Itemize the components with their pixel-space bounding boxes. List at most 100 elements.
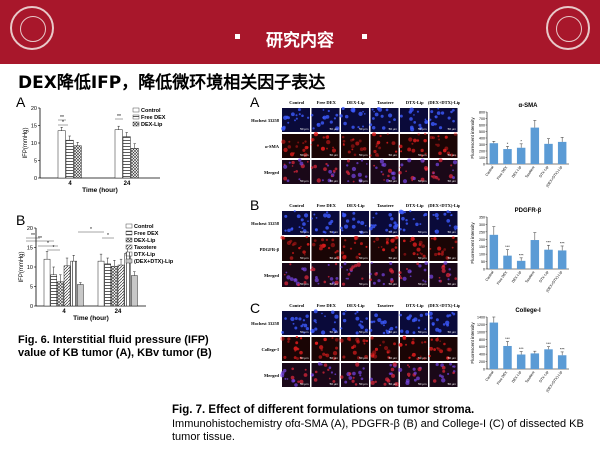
micrograph-signal [437, 347, 441, 351]
micrograph-signal [371, 224, 376, 229]
micrograph-signal [423, 340, 427, 344]
micrograph-signal [351, 379, 355, 383]
micrograph-signal [291, 243, 295, 247]
micrograph-signal [435, 143, 438, 146]
micrograph-signal [300, 245, 302, 248]
micrograph-signal [359, 147, 364, 152]
micrograph-signal [375, 212, 378, 215]
micrograph-signal [402, 239, 406, 243]
micrograph-signal [377, 317, 382, 323]
y-tick-label: 500 [479, 130, 485, 134]
fig6-chart-a: 0 5 10 15 20 IFP(mmHg) Time (hour) 4 24 ControlFr… [23, 106, 166, 194]
row-label: Merged [264, 170, 279, 175]
micrograph-signal [429, 274, 434, 279]
micrograph-signal [313, 239, 317, 242]
scale-bar-label: 50 μm [359, 282, 368, 286]
micrograph-signal [343, 121, 347, 126]
micrograph-signal [421, 341, 424, 344]
fig7-panel-a-letter: A [250, 94, 260, 110]
header-title: 研究内容 [266, 31, 334, 51]
bar [117, 264, 125, 307]
micrograph-signal [356, 355, 361, 360]
micrograph-signal [372, 216, 375, 219]
micrograph-signal [435, 318, 439, 322]
bar [503, 345, 512, 369]
micrograph-signal [387, 113, 393, 118]
scale-bar-label: 50 μm [418, 153, 427, 157]
micrograph-signal [383, 382, 387, 386]
bar [122, 136, 131, 179]
micrograph-signal [444, 135, 448, 139]
micrograph-signal [382, 282, 386, 286]
micrograph-signal [300, 324, 304, 328]
micrograph-signal [419, 355, 422, 358]
row-label: α-SMA [265, 144, 280, 149]
micrograph-signal [315, 217, 318, 219]
micrograph-signal [342, 255, 347, 260]
micrograph-signal [283, 273, 286, 276]
micrograph-signal [321, 312, 323, 315]
significance-mark: *** [505, 244, 510, 249]
micrograph-signal [332, 356, 337, 361]
micrograph-signal [424, 328, 427, 331]
micrograph-signal [341, 135, 345, 139]
micrograph-signal [330, 219, 334, 223]
micrograph-signal [346, 159, 350, 163]
micrograph-signal [424, 261, 428, 265]
scale-bar-label: 50 μm [359, 256, 368, 260]
scale-bar-label: 50 μm [418, 356, 427, 360]
x-tick-label: DEX-Lip [511, 165, 522, 178]
micrograph-signal [303, 152, 308, 157]
scale-bar-label: 50 μm [448, 382, 457, 386]
column-header: Free DEX [317, 100, 337, 105]
micrograph-signal [334, 167, 338, 171]
micrograph-signal [435, 327, 440, 332]
micrograph-signal [424, 312, 429, 316]
micrograph-signal [369, 377, 373, 381]
fig6-chart-b: 0 5 10 15 20 IFP(mmHg) Time (hour) 4 24 ControlFr… [19, 223, 174, 322]
micrograph-signal [362, 110, 364, 113]
micrograph-signal [398, 171, 402, 175]
row-label: Hochest 33258 [251, 221, 280, 226]
y-tick-label: 300 [479, 223, 485, 227]
micrograph-signal [311, 217, 314, 220]
micrograph-signal [287, 121, 290, 124]
micrograph-signal [372, 117, 375, 120]
micrograph-signal [362, 146, 367, 151]
micrograph-signal [297, 108, 301, 112]
row-label: College-I [262, 347, 280, 352]
micrograph-signal [355, 362, 360, 367]
micrograph-signal [386, 141, 389, 144]
micrograph-signal [443, 248, 447, 251]
micrograph-signal [408, 356, 411, 359]
y-tick-label: 1000 [477, 330, 485, 334]
bar [489, 234, 499, 269]
micrograph-signal [381, 273, 385, 277]
micrograph-signal [322, 109, 325, 111]
column-header: Control [289, 100, 305, 105]
micrograph-signal [387, 174, 390, 178]
micrograph-signal [369, 226, 373, 231]
micrograph-signal [417, 133, 420, 136]
scale-bar-label: 50 μm [448, 153, 457, 157]
micrograph-signal [351, 224, 356, 229]
micrograph-signal [330, 242, 336, 248]
micrograph-signal [401, 216, 405, 221]
x-tick-label: DTX-Lip [538, 370, 549, 383]
micrograph-signal [448, 224, 451, 227]
micrograph-signal [298, 226, 301, 229]
micrograph-signal [424, 167, 428, 172]
bar [516, 147, 526, 164]
micrograph-signal [301, 267, 304, 271]
micrograph-signal [432, 175, 436, 179]
micrograph-signal [306, 146, 309, 149]
micrograph-signal [432, 323, 435, 326]
micrograph-signal [302, 148, 306, 152]
micrograph-signal [297, 141, 300, 144]
micrograph-signal [339, 114, 343, 118]
micrograph-signal [306, 116, 310, 119]
micrograph-signal [295, 170, 298, 173]
micrograph-signal [340, 251, 345, 255]
bar [544, 143, 553, 164]
micrograph-signal [394, 246, 398, 249]
